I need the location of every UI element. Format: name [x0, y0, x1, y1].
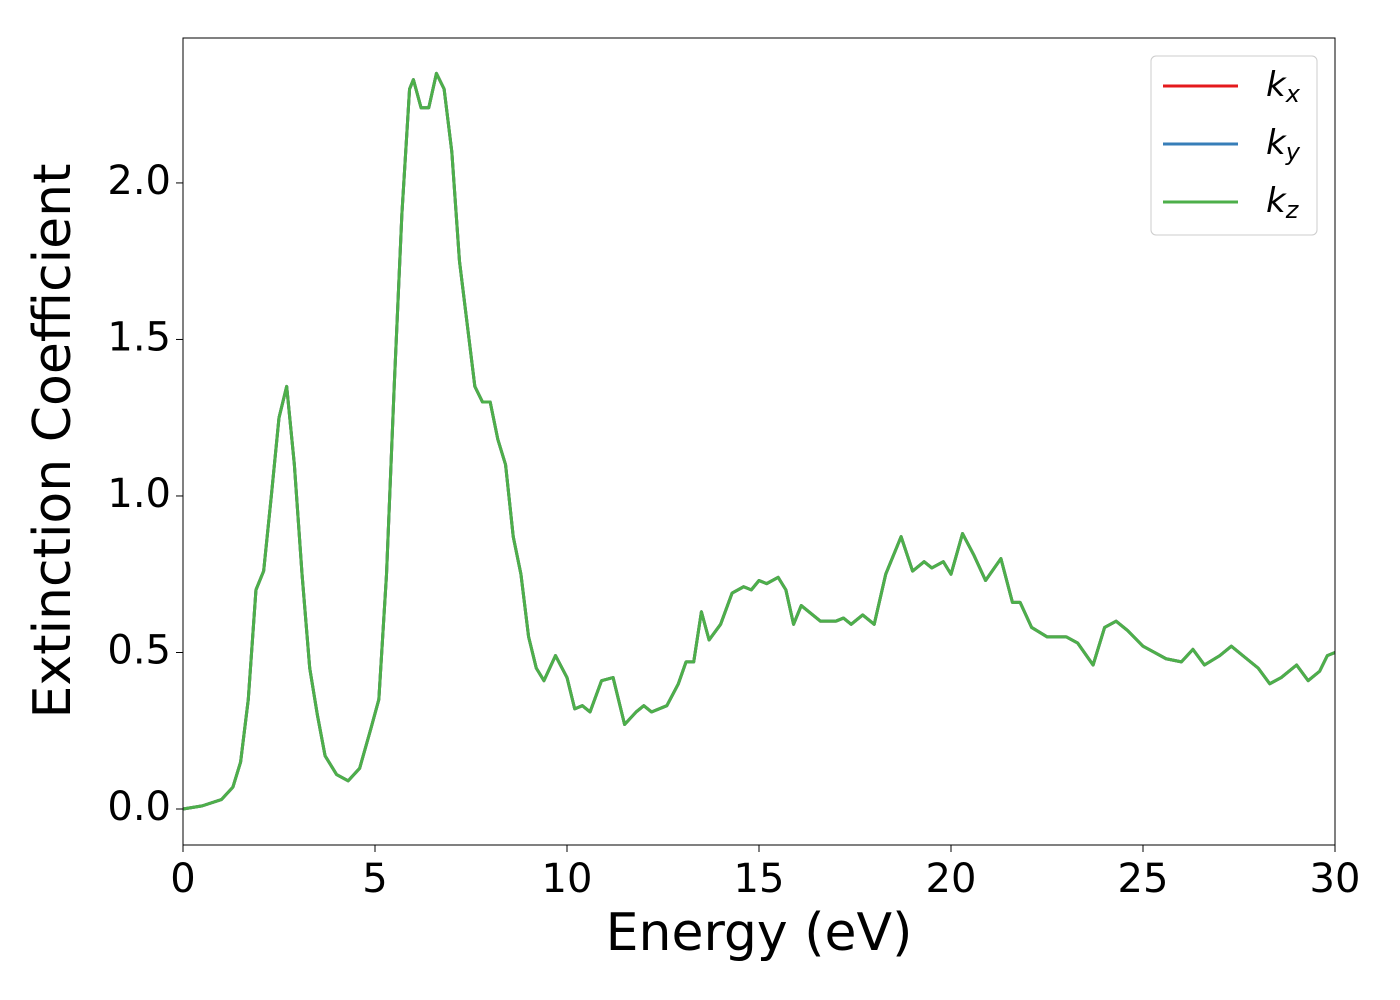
legend-label: kx [1266, 65, 1301, 109]
x-axis-label: Energy (eV) [606, 903, 913, 963]
y-tick-label: 0.0 [107, 784, 171, 830]
y-tick-label: 1.5 [107, 314, 171, 360]
legend-label: kz [1266, 181, 1300, 225]
data-line [182, 71, 1336, 811]
plot-frame [182, 37, 1336, 846]
x-tick-label: 20 [926, 856, 977, 902]
x-tick-label: 30 [1310, 856, 1361, 902]
y-tick-label: 1.0 [107, 471, 171, 517]
x-tick-label: 0 [170, 856, 195, 902]
y-tick-label: 0.5 [107, 627, 171, 673]
y-axis-label: Extinction Coefficient [23, 164, 83, 719]
x-tick-label: 15 [734, 856, 785, 902]
legend-label: ky [1266, 123, 1301, 167]
y-tick-label: 2.0 [107, 158, 171, 204]
x-tick-label: 5 [362, 856, 387, 902]
x-tick-label: 25 [1118, 856, 1169, 902]
x-tick-label: 10 [542, 856, 593, 902]
